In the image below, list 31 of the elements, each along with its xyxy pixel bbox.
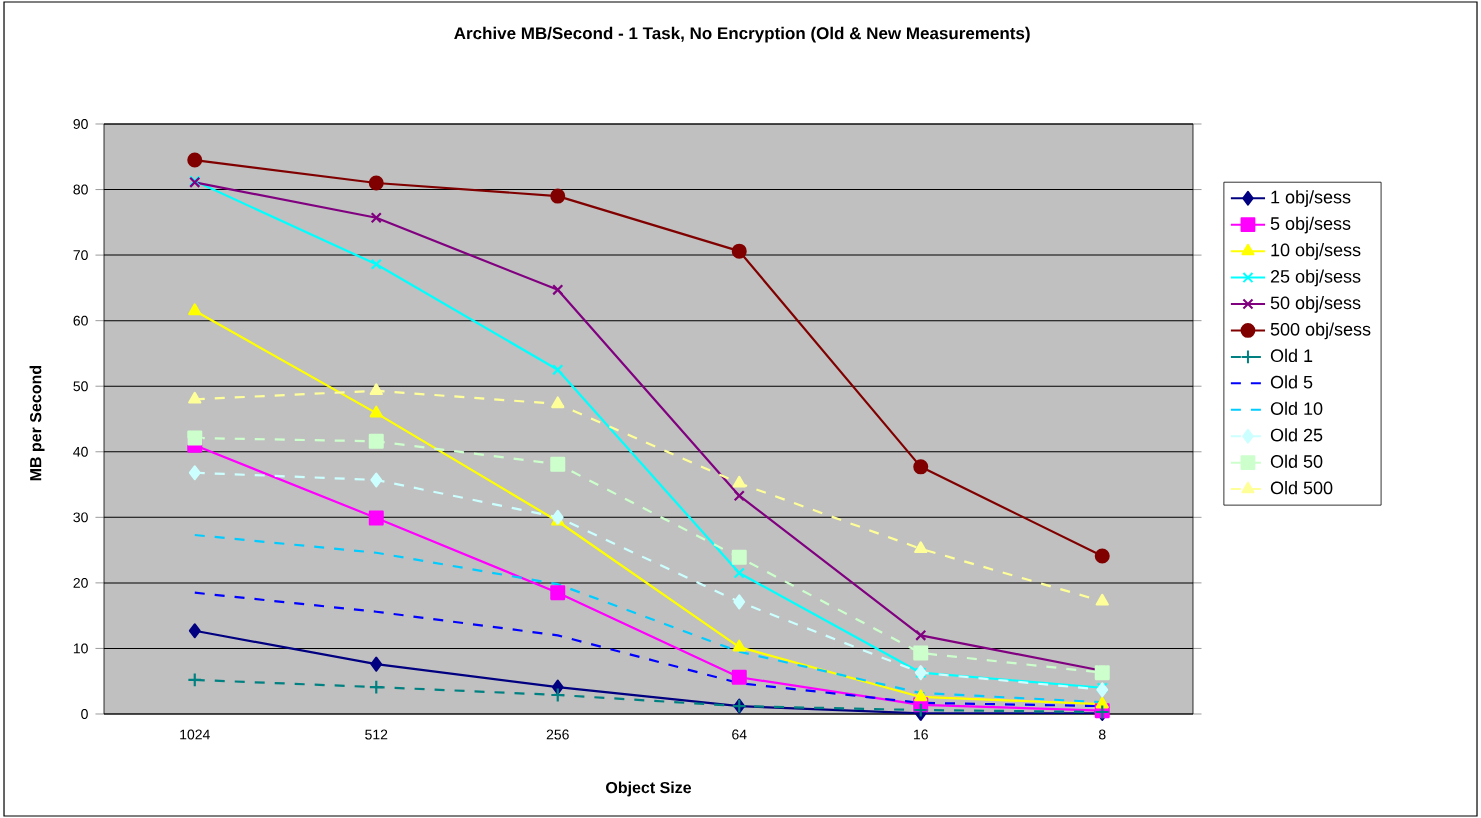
x-tick-label: 256	[546, 729, 569, 740]
y-tick-label: 10	[73, 643, 88, 654]
legend-label: Old 50	[1270, 454, 1323, 468]
legend-label: Old 10	[1270, 401, 1323, 415]
x-tick-label: 16	[914, 729, 928, 740]
legend-label: Old 1	[1270, 348, 1313, 363]
legend-label: Old 500	[1270, 481, 1333, 495]
legend-label: Old 5	[1270, 375, 1313, 389]
x-tick-label: 8	[1098, 729, 1106, 740]
legend-label: 25 obj/sess	[1270, 269, 1361, 287]
legend-label: 50 obj/sess	[1270, 295, 1361, 313]
legend-label: Old 25	[1270, 428, 1323, 442]
y-tick-label: 30	[73, 512, 88, 523]
y-tick-label: 70	[73, 250, 88, 261]
x-tick-label: 64	[732, 729, 747, 740]
y-axis-title: MB per Second	[29, 365, 45, 481]
legend-label: 5 obj/sess	[1270, 216, 1351, 234]
chart-title: Archive MB/Second - 1 Task, No Encryption (Old & New Measurements)	[454, 26, 1030, 43]
x-tick-label: 1024	[180, 729, 210, 740]
y-tick-label: 0	[81, 709, 88, 719]
legend-label: 1 obj/sess	[1271, 190, 1351, 207]
legend-label: 500 obj/sess	[1270, 322, 1371, 340]
y-tick-label: 90	[73, 119, 88, 129]
y-tick-label: 40	[73, 446, 88, 457]
y-tick-label: 20	[73, 577, 88, 588]
y-tick-label: 60	[73, 315, 88, 326]
legend-label: 10 obj/sess	[1271, 243, 1361, 260]
x-axis-title: Object Size	[606, 781, 692, 797]
y-tick-label: 50	[73, 381, 88, 392]
y-tick-label: 80	[73, 184, 88, 195]
x-tick-label: 512	[365, 729, 388, 740]
